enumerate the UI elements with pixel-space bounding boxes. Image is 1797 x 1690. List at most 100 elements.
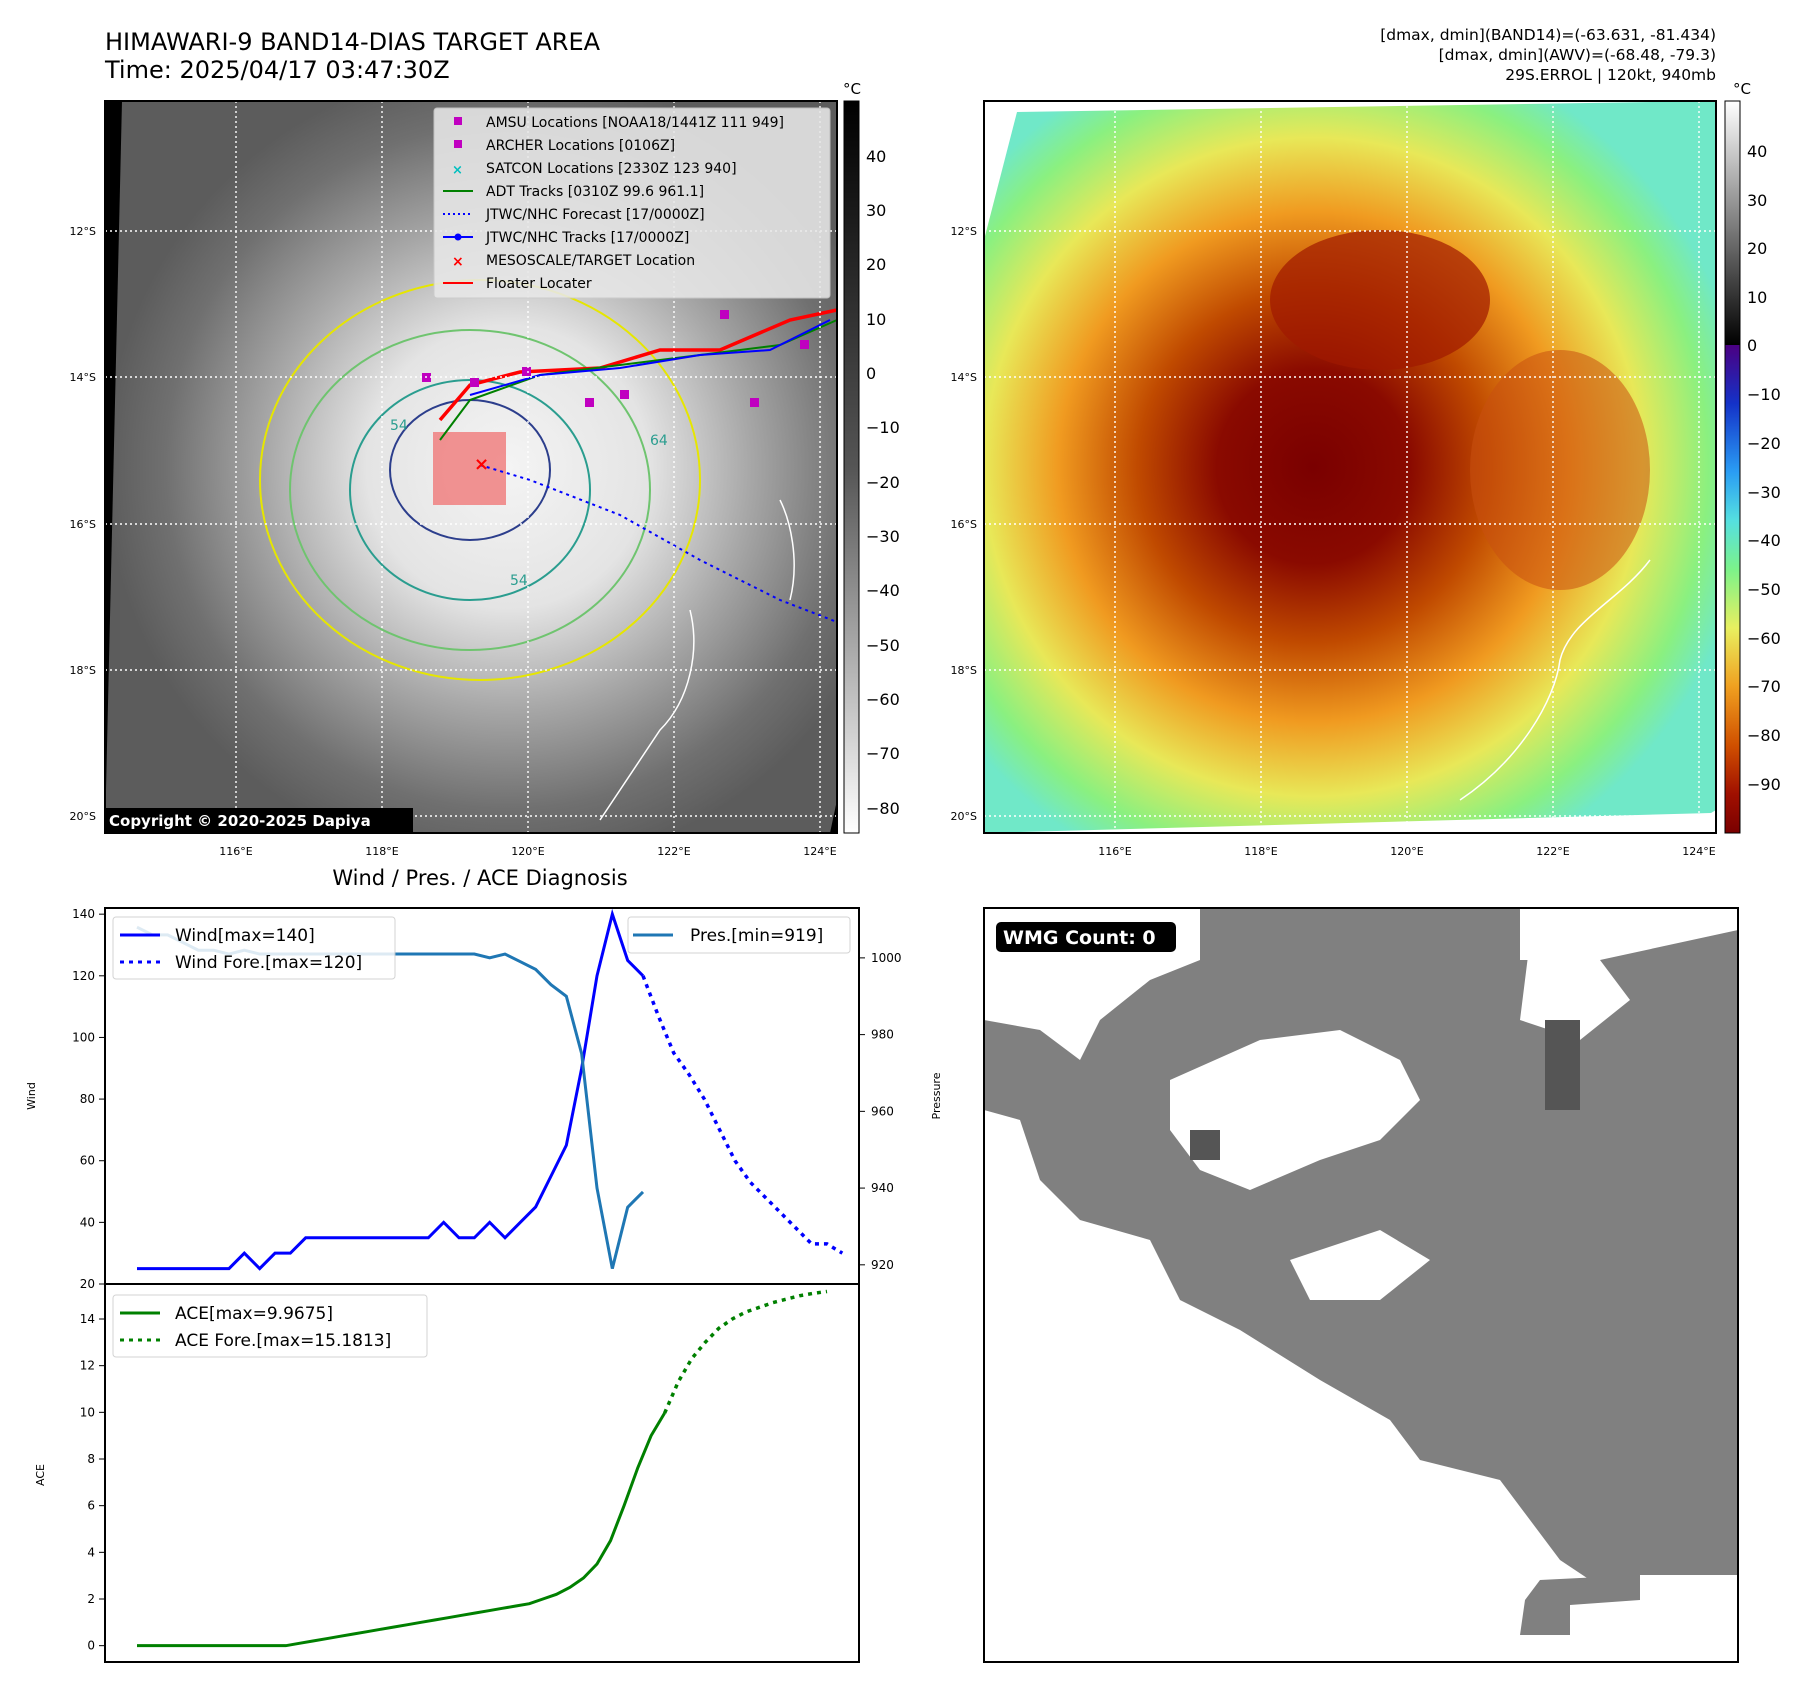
lon-label: 124°E [803,845,836,858]
pressure-tick-label: 960 [871,1104,894,1118]
wv-colorbar-unit: °C [1733,80,1751,98]
contour-label: 54 [510,573,528,589]
wind-pressure-chart: Wind / Pres. / ACE Diagnosis 20 40 60 80 100… [25,866,943,1291]
wind-axis-label: Wind [25,1082,38,1110]
wmg-count-label: WMG Count: 0 [1003,927,1156,949]
colorbar-tick: 10 [866,310,886,329]
wv-image [984,101,1716,833]
forecast-track [479,464,838,623]
colorbar-tick: −20 [1747,434,1781,453]
figure-title: HIMAWARI-9 BAND14-DIAS TARGET AREA [105,28,601,56]
lon-label: 116°E [1098,845,1131,858]
wind-forecast-legend-label: Wind Fore.[max=120] [175,953,362,973]
pressure-tick-label: 920 [871,1258,894,1272]
wmg-frame [983,907,1739,1663]
coastline [1459,559,1651,801]
wmg-dark-patch [1545,1020,1580,1110]
wmg-panel: WMG Count: 0 [983,907,1739,1663]
legend-entry: SATCON Locations [2330Z 123 940] [486,161,737,177]
legend-entry: AMSU Locations [NOAA18/1441Z 111 949] [486,115,784,131]
ir-colorbar-unit: °C [843,80,861,98]
ace-tick-label: 0 [87,1639,95,1653]
wind-tick-label: 80 [80,1092,95,1106]
ace-forecast-line [663,1289,828,1414]
colorbar-tick: 30 [1747,191,1767,210]
contour-label: 64 [650,433,668,449]
lat-label: 20°S [70,810,96,823]
colorbar-tick: −40 [866,581,900,600]
wv-colorbar-ticks: 40 30 20 10 0 −10 −20 −30 −40 −50 −60 −7… [1747,142,1781,794]
lon-label: 118°E [1244,845,1277,858]
colorbar-tick: −20 [866,473,900,492]
wmg-dark-patch [1190,1130,1220,1160]
wind-tick-label: 100 [72,1030,95,1044]
pressure-legend: Pres.[min=919] [627,916,851,954]
awv-range: [dmax, dmin](AWV)=(-68.48, -79.3) [1439,46,1716,64]
colorbar-tick: −30 [866,527,900,546]
copyright-box [105,808,413,833]
pressure-tick-label: 1000 [871,951,902,965]
ace-chart: 0 2 4 6 8 10 12 14 ACE ACE[max=9.9675] ACE Fore… [34,1283,860,1663]
pressure-yticks: 920 940 960 980 1000 [859,951,902,1272]
ace-tick-label: 14 [80,1312,95,1326]
colorbar-tick: 20 [1747,239,1767,258]
ace-legend: ACE[max=9.9675] ACE Fore.[max=15.1813] [112,1294,428,1358]
lon-label: 120°E [1390,845,1423,858]
colorbar-tick: −60 [1747,629,1781,648]
lat-label: 16°S [951,518,977,531]
colorbar-tick: −10 [866,418,900,437]
colorbar-tick: −50 [866,636,900,655]
lat-label: 20°S [951,810,977,823]
copyright-text: Copyright © 2020-2025 Dapiya [109,812,371,830]
pressure-axis-label: Pressure [930,1072,943,1119]
coastline [779,499,795,601]
ace-tick-label: 4 [87,1545,95,1559]
colorbar-tick: −80 [1747,726,1781,745]
wind-tick-label: 120 [72,969,95,983]
ace-tick-label: 8 [87,1452,95,1466]
colorbar-tick: −50 [1747,580,1781,599]
wind-legend-box [112,916,396,980]
wind-line [137,908,645,1271]
lon-label: 118°E [365,845,398,858]
ir-colorbar [843,100,860,834]
ace-legend-box [112,1294,428,1358]
wind-yticks: 20 40 60 80 100 120 140 [72,907,105,1291]
jtwc-track [469,319,831,396]
target-legend-icon: × [452,254,464,270]
colorbar-tick: 0 [866,364,876,383]
jtwc-legend-dot [454,233,462,241]
colorbar-tick: −40 [1747,531,1781,550]
ace-tick-label: 6 [87,1499,95,1513]
lon-label: 124°E [1682,845,1715,858]
pressure-tick-label: 940 [871,1181,894,1195]
storm-summary: 29S.ERROL | 120kt, 940mb [1505,66,1716,84]
ace-legend-label: ACE[max=9.9675] [175,1304,333,1324]
legend-entry: JTWC/NHC Tracks [17/0000Z] [485,230,689,246]
colorbar-tick: −30 [1747,483,1781,502]
ir-map-panel: 54 64 54 × AMSU Locations [ [70,80,900,858]
amsu-legend-icon [454,117,462,125]
archer-legend-icon [454,140,462,148]
wv-colorbar-warm [1725,101,1740,345]
wv-colorbar-cold [1725,345,1740,833]
map-legend: AMSU Locations [NOAA18/1441Z 111 949] AR… [433,107,831,299]
ace-tick-label: 12 [80,1359,95,1373]
ace-tick-label: 2 [87,1592,95,1606]
lat-label: 16°S [70,518,96,531]
wv-gridlines [984,101,1716,833]
legend-entry: ADT Tracks [0310Z 99.6 961.1] [486,184,704,200]
colorbar-tick: −80 [866,799,900,818]
wind-forecast-line [641,975,844,1255]
lon-label: 122°E [657,845,690,858]
wv-lon-labels: 116°E 118°E 120°E 122°E 124°E [1098,845,1715,858]
lat-label: 14°S [951,371,977,384]
colorbar-tick: −90 [1747,775,1781,794]
lat-label: 18°S [951,664,977,677]
legend-entry: MESOSCALE/TARGET Location [486,253,695,269]
coastline [599,609,695,821]
wind-legend-label: Wind[max=140] [175,926,315,946]
ir-lon-labels: 116°E 118°E 120°E 122°E 124°E [219,845,836,858]
ace-line [137,1412,666,1648]
